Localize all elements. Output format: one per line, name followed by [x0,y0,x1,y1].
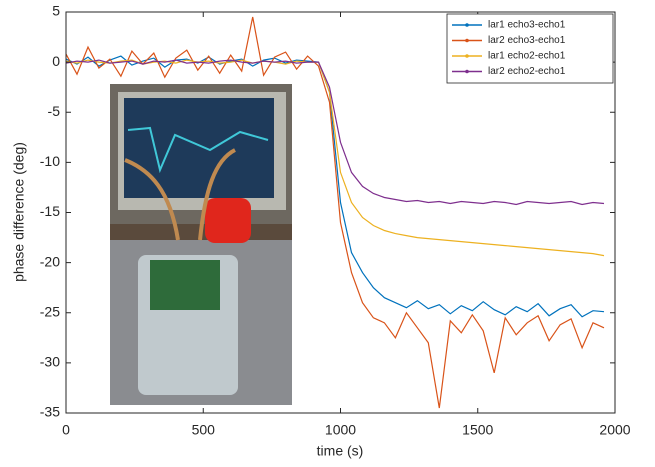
x-tick-label: 0 [62,422,70,438]
y-tick-label: -35 [40,404,60,420]
legend-label: lar2 echo3-echo1 [488,35,566,46]
screen [124,98,274,198]
legend: lar1 echo3-echo1 lar2 echo3-echo1 lar1 ech… [446,13,614,84]
y-tick-label: 0 [52,53,60,69]
y-tick-label: -30 [40,354,60,370]
series-line [65,59,605,206]
y-tick-label: -10 [40,153,60,169]
y-tick-label: -20 [40,253,60,269]
sensor-board [150,260,220,310]
x-tick-label: 1500 [462,422,493,438]
y-tick-label: 5 [52,3,60,19]
red-cap [205,198,251,243]
y-tick-label: -25 [40,303,60,319]
series-line [65,59,605,257]
screen-trace [127,126,269,174]
y-axis-label: phase difference (deg) [11,142,27,282]
legend-marker [465,69,469,74]
y-tick-label: -15 [40,203,60,219]
x-tick-label: 1000 [325,422,356,438]
legend-marker [465,23,469,27]
x-axis-label: time (s) [317,443,364,459]
inset-photo [110,84,292,405]
series-line [65,16,605,409]
legend-marker [465,38,469,43]
legend-label: lar2 echo2-echo1 [488,66,566,77]
legend-label: lar1 echo2-echo1 [488,51,566,62]
legend-marker [465,54,469,58]
legend-label: lar1 echo3-echo1 [488,20,566,31]
y-tick-label: -5 [48,103,61,119]
cables [124,148,236,241]
series-line [65,55,605,318]
x-tick-label: 2000 [599,422,630,438]
x-tick-label: 500 [192,422,216,438]
